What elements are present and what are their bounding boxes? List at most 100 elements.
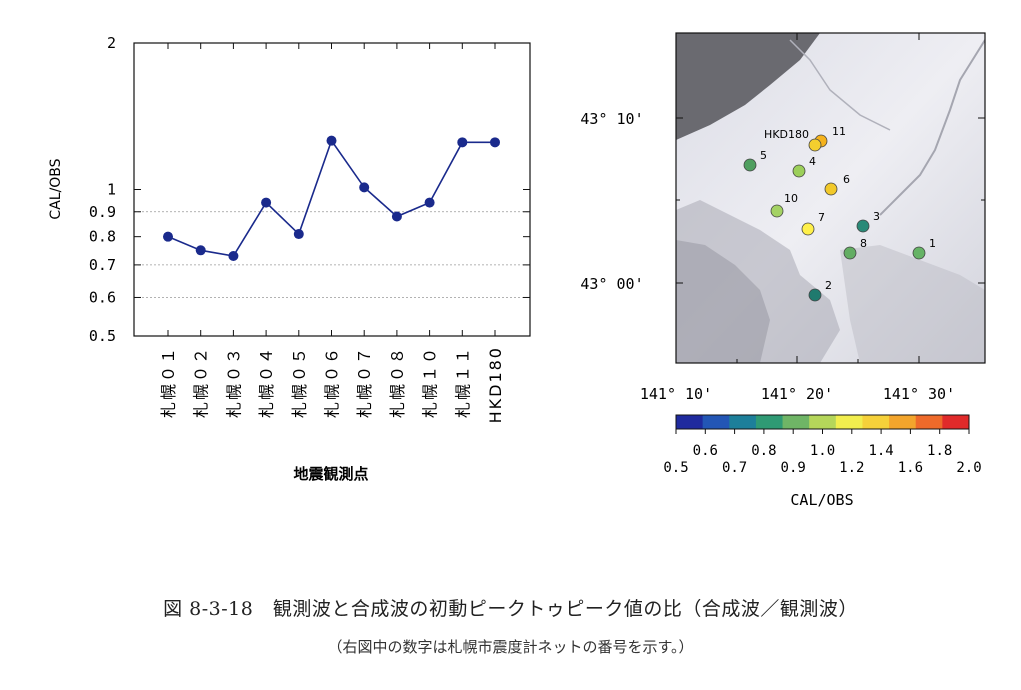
data-point (490, 137, 500, 148)
station-marker (770, 204, 784, 218)
x-tick-label: 札幌０１ (159, 346, 178, 418)
y-tick-label: 0.5 (89, 327, 116, 345)
series-path (167, 138, 495, 257)
colorbar-tick-label: 2.0 (956, 460, 981, 476)
station-marker (912, 246, 926, 260)
figure-caption-note: （右図中の数字は札幌市震度計ネットの番号を示す。） (327, 638, 694, 656)
colorbar-tick-label: 0.9 (781, 460, 806, 476)
x-tick-label: 札幌０８ (388, 346, 407, 418)
colorbar-tick-label: 1.2 (839, 460, 864, 476)
colorbar: 0.5 0.7 0.9 1.2 1.6 2.0 0.6 0.8 1.0 1.4 1.8 CAL/OB… (663, 414, 982, 509)
x-tick-label: 札幌０３ (224, 346, 243, 418)
station-marker (743, 158, 757, 172)
station-label: 11 (832, 125, 846, 138)
colorbar-cells (676, 415, 970, 429)
lon-label-141-30: 141° 30' (883, 385, 955, 403)
y-tick-label: 0.6 (89, 288, 116, 306)
station-marker (824, 182, 838, 196)
colorbar-cell (729, 415, 757, 429)
data-point (195, 245, 206, 256)
station-label: 10 (784, 192, 798, 205)
data-point (424, 197, 435, 208)
x-tick-label: 札幌１１ (453, 346, 472, 418)
series-line (163, 135, 500, 262)
y-tick-label: 1 (107, 181, 116, 199)
sea-area (676, 33, 820, 140)
y-axis-ticks: 0.5 0.6 0.7 0.8 0.9 1 2 (89, 34, 530, 345)
map-ticks (675, 33, 985, 363)
river (879, 39, 985, 216)
data-point (457, 137, 468, 148)
station-marker (801, 222, 815, 236)
lon-label-141-10: 141° 10' (640, 385, 712, 403)
colorbar-tick-label: 0.6 (693, 443, 718, 459)
colorbar-tick-label: 1.0 (810, 443, 835, 459)
x-tick-label: 札幌０４ (257, 346, 276, 418)
station-label: 2 (825, 279, 832, 292)
colorbar-tick-label: 1.6 (898, 460, 923, 476)
map-frame (675, 32, 986, 364)
colorbar-tick-label: 1.4 (868, 443, 893, 459)
colorbar-tick-label: 1.8 (927, 443, 952, 459)
figure-caption: 図 8-3-18 観測波と合成波の初動ピークトゥピーク値の比（合成波／観測波） (163, 598, 858, 620)
lat-label-43-10: 43° 10' (580, 110, 643, 128)
station-marker (808, 138, 822, 152)
mountain-relief-dark (676, 240, 770, 363)
data-point (359, 182, 370, 193)
x-tick-label: 札幌１０ (421, 346, 440, 418)
station-label: 5 (760, 149, 767, 162)
x-tick-label: 札幌０６ (323, 346, 342, 418)
colorbar-cell (782, 415, 810, 429)
x-tick-label: 札幌０５ (290, 346, 309, 418)
lon-label-141-20: 141° 20' (761, 385, 833, 403)
y-tick-label: 2 (107, 34, 116, 52)
data-point (326, 135, 337, 146)
station-label: 3 (873, 210, 880, 223)
colorbar-cell (889, 415, 917, 429)
y-tick-label: 0.9 (89, 203, 116, 221)
y-tick-label: 0.8 (89, 228, 116, 246)
colorbar-ticks: 0.5 0.7 0.9 1.2 1.6 2.0 0.6 0.8 1.0 1.4 1.8 (663, 429, 982, 476)
lat-label-43-00: 43° 00' (580, 275, 643, 293)
mountain-relief (676, 200, 840, 363)
station-markers: 1 2 3 4 5 6 7 8 10 11 HKD180 (743, 125, 936, 302)
colorbar-cell (702, 415, 730, 429)
colorbar-cell (809, 415, 837, 429)
colorbar-cell (862, 415, 890, 429)
x-axis-label: 地震観測点 (293, 465, 368, 483)
station-marker (792, 164, 806, 178)
station-label: 6 (843, 173, 850, 186)
x-tick-label: HKD180 (486, 346, 505, 423)
data-point (228, 251, 239, 262)
station-map: 43° 10' 43° 00' 141° 10' 141° 20' 141° 3… (580, 32, 986, 403)
river-2 (789, 39, 891, 131)
data-point (391, 211, 402, 222)
plot-frame (133, 42, 531, 337)
x-tick-label: 札幌０７ (355, 346, 374, 418)
data-point (293, 229, 304, 240)
data-point (261, 197, 272, 208)
colorbar-cell (835, 415, 863, 429)
colorbar-label: CAL/OBS (790, 491, 853, 509)
colorbar-cell (676, 415, 704, 429)
hill-relief (840, 245, 985, 363)
station-marker (856, 219, 870, 233)
colorbar-tick-label: 0.7 (722, 460, 747, 476)
station-label: 7 (818, 211, 825, 224)
station-label: HKD180 (764, 128, 809, 141)
y-axis-label: CAL/OBS (48, 158, 64, 219)
data-point (163, 231, 173, 242)
colorbar-cell (942, 415, 970, 429)
station-label: 8 (860, 237, 867, 250)
colorbar-tick-label: 0.5 (663, 460, 688, 476)
x-tick-label: 札幌０２ (192, 346, 211, 418)
station-marker (808, 288, 822, 302)
station-label: 4 (809, 155, 816, 168)
colorbar-tick-label: 0.8 (751, 443, 776, 459)
station-label: 1 (929, 237, 936, 250)
y-tick-label: 0.7 (89, 256, 116, 274)
colorbar-cell (915, 415, 943, 429)
grid-lines (134, 211, 530, 298)
